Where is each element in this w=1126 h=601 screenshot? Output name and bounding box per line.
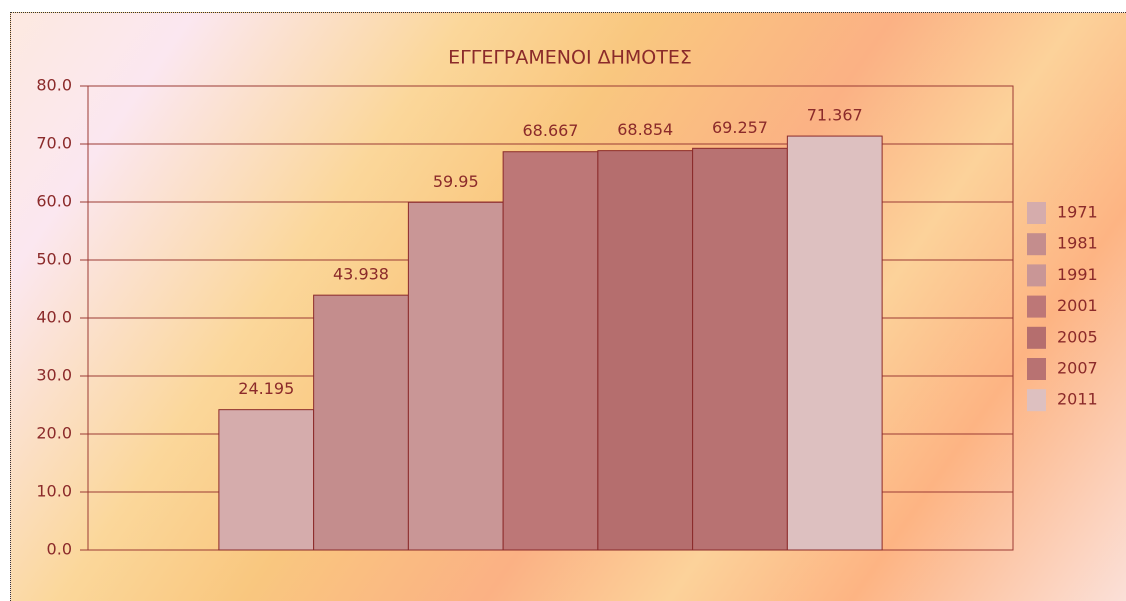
y-tick-label: 60.0 bbox=[36, 192, 72, 211]
legend-label: 1991 bbox=[1057, 265, 1098, 284]
legend-swatch bbox=[1027, 358, 1046, 380]
value-label: 69.257 bbox=[712, 118, 768, 137]
y-tick-label: 40.0 bbox=[36, 308, 72, 327]
bar bbox=[597, 150, 694, 551]
legend-label: 2007 bbox=[1057, 359, 1098, 378]
bar bbox=[692, 147, 788, 551]
value-label: 68.667 bbox=[523, 121, 579, 140]
y-tick-label: 50.0 bbox=[36, 250, 72, 269]
y-tick-label: 80.0 bbox=[36, 76, 72, 95]
legend-label: 2005 bbox=[1057, 327, 1098, 346]
bar bbox=[786, 135, 883, 551]
legend-swatch bbox=[1027, 295, 1046, 318]
value-label: 24.195 bbox=[238, 379, 294, 398]
bar bbox=[313, 294, 409, 551]
legend-swatch bbox=[1027, 264, 1046, 287]
y-tick-label: 30.0 bbox=[36, 366, 72, 385]
y-tick-label: 20.0 bbox=[36, 424, 72, 443]
legend-swatch bbox=[1027, 233, 1046, 256]
legend-label: 2011 bbox=[1057, 390, 1098, 409]
legend-label: 2001 bbox=[1057, 296, 1098, 315]
y-tick-label: 70.0 bbox=[36, 134, 72, 153]
legend-swatch bbox=[1027, 202, 1046, 224]
chart-title: ΕΓΓΕΓΡΑΜΕΝΟΙ ΔΗΜΟΤΕΣ bbox=[448, 47, 692, 69]
legend-label: 1971 bbox=[1057, 203, 1098, 222]
value-label: 68.854 bbox=[617, 120, 673, 139]
y-tick-label: 0.0 bbox=[47, 540, 72, 559]
bar bbox=[407, 201, 504, 551]
value-label: 59.95 bbox=[433, 172, 479, 191]
bar bbox=[218, 409, 315, 551]
value-label: 43.938 bbox=[333, 265, 389, 284]
legend-swatch bbox=[1027, 326, 1046, 349]
bar bbox=[502, 151, 599, 551]
legend-label: 1981 bbox=[1057, 234, 1098, 253]
legend-swatch bbox=[1027, 389, 1046, 412]
y-tick-label: 10.0 bbox=[36, 482, 72, 501]
value-label: 71.367 bbox=[807, 106, 863, 125]
